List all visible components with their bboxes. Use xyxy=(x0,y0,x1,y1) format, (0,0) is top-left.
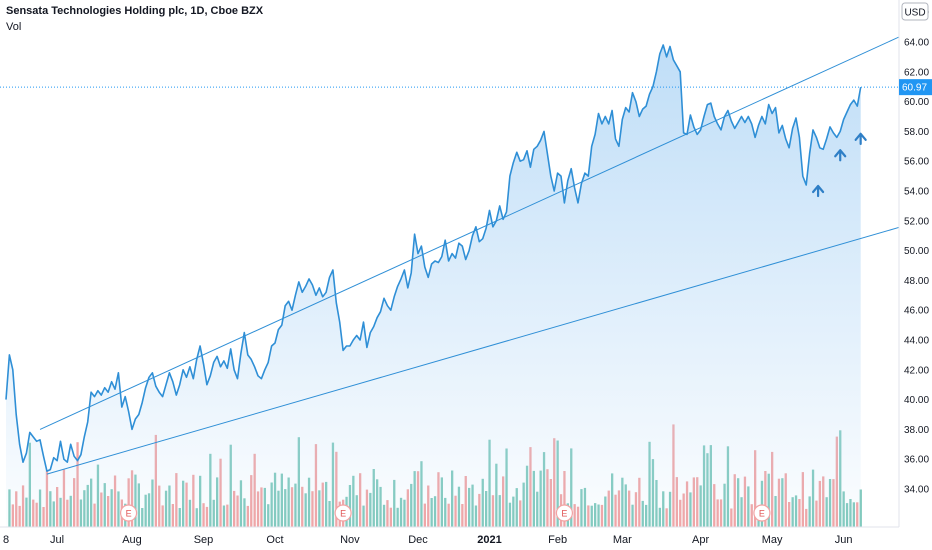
lower-trendline[interactable] xyxy=(46,151,932,475)
price-tick-label: 48.00 xyxy=(904,276,929,287)
price-tick-label: 52.00 xyxy=(904,216,929,227)
price-tick-label: 42.00 xyxy=(904,365,929,376)
chart-header: Sensata Technologies Holding plc, 1D, Cb… xyxy=(6,4,263,34)
price-tick-label: 36.00 xyxy=(904,455,929,466)
arrow-up-icon xyxy=(811,184,825,198)
earnings-marker-label: E xyxy=(126,509,132,519)
price-area-fill xyxy=(6,45,861,527)
time-axis[interactable]: 8 Jul Aug Sep Oct Nov Dec 2021 Feb Mar Apr May Jun xyxy=(3,534,853,546)
time-tick-label: Feb xyxy=(548,534,567,546)
price-tick-label: 60.00 xyxy=(904,97,929,108)
symbol-title: Sensata Technologies Holding plc, 1D, Cb… xyxy=(6,5,264,17)
time-tick-label: Sep xyxy=(194,534,214,546)
earnings-marker-label: E xyxy=(561,509,567,519)
price-tick-label: 40.00 xyxy=(904,395,929,406)
last-price-tag xyxy=(899,79,932,96)
price-tick-label: 58.00 xyxy=(904,127,929,138)
time-tick-label: Oct xyxy=(266,534,283,546)
last-price: 60.97 xyxy=(0,79,932,96)
earnings-marker[interactable]: E xyxy=(119,504,138,522)
time-tick-label: 2021 xyxy=(477,534,501,546)
upper-trendline[interactable] xyxy=(39,5,932,430)
time-tick-label: Jul xyxy=(50,534,64,546)
time-tick-label: May xyxy=(762,534,783,546)
time-tick-label: Nov xyxy=(340,534,360,546)
currency-text: USD xyxy=(904,8,925,19)
earnings-marker-label: E xyxy=(759,509,765,519)
price-axis[interactable]: 34.00 36.00 38.00 40.00 42.00 44.00 46.00 48.00… xyxy=(904,8,929,496)
volume-indicator-label[interactable]: Vol xyxy=(6,21,22,33)
time-tick-label: Mar xyxy=(613,534,632,546)
earnings-marker[interactable]: E xyxy=(555,504,574,522)
price-tick-label: 56.00 xyxy=(904,157,929,168)
earnings-marker-label: E xyxy=(340,509,346,519)
last-price-value: 60.97 xyxy=(902,83,927,94)
price-tick-label: 62.00 xyxy=(904,67,929,78)
price-tick-label: 46.00 xyxy=(904,306,929,317)
annotations xyxy=(811,132,867,198)
price-tick-label: 50.00 xyxy=(904,246,929,257)
earnings-marker[interactable]: E xyxy=(753,504,771,522)
arrow-up-icon xyxy=(854,132,867,145)
currency-label[interactable]: USD xyxy=(901,2,929,21)
trendlines[interactable] xyxy=(39,5,932,475)
volume-bar xyxy=(859,489,862,527)
time-tick-label: Apr xyxy=(692,534,709,546)
earnings-marker[interactable]: E xyxy=(334,504,352,522)
price-line[interactable] xyxy=(5,44,862,472)
time-tick-label: Jun xyxy=(835,534,853,546)
price-tick-label: 54.00 xyxy=(904,187,929,198)
time-tick-label: Dec xyxy=(408,534,428,546)
price-tick-label: 34.00 xyxy=(904,485,929,496)
arrow-up-icon xyxy=(834,149,847,162)
time-tick-label: 8 xyxy=(3,534,9,546)
price-tick-label: 38.00 xyxy=(904,425,929,436)
price-area xyxy=(5,44,862,527)
time-tick-label: Aug xyxy=(122,534,142,546)
price-tick-label: 44.00 xyxy=(904,336,929,347)
price-tick-label: 64.00 xyxy=(904,38,929,49)
